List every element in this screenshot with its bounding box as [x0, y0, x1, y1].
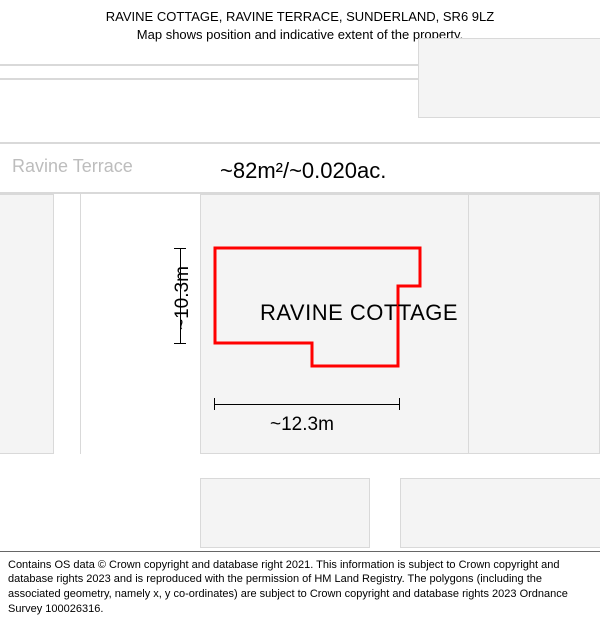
copyright-footer: Contains OS data © Crown copyright and d…: [0, 551, 600, 625]
dim-width-line: [214, 404, 400, 405]
bg-strip-bottom-1: [200, 478, 370, 548]
dim-height-label: ~10.3m: [172, 266, 194, 330]
address-line: RAVINE COTTAGE, RAVINE TERRACE, SUNDERLA…: [20, 8, 580, 26]
area-size-label: ~82m²/~0.020ac.: [220, 158, 386, 184]
bg-strip-bottom-2: [400, 478, 600, 548]
dim-height-tick-bot: [174, 343, 186, 344]
dim-width-label: ~12.3m: [270, 414, 334, 436]
street-name-label: Ravine Terrace: [12, 156, 133, 177]
bg-strip-left: [0, 194, 54, 454]
copyright-text: Contains OS data © Crown copyright and d…: [8, 559, 568, 616]
bg-strip-left-div: [80, 194, 81, 454]
bg-block-top-right: [418, 38, 600, 118]
map-canvas: Ravine Terrace ~82m²/~0.020ac. RAVINE CO…: [0, 48, 600, 538]
dim-width-tick-l: [214, 398, 215, 410]
dim-height-tick-top: [174, 248, 186, 249]
property-name-label: RAVINE COTTAGE: [260, 300, 458, 326]
road-edge-top-2: [0, 78, 420, 80]
parcel-div-1: [468, 194, 469, 454]
dim-width-tick-r: [399, 398, 400, 410]
